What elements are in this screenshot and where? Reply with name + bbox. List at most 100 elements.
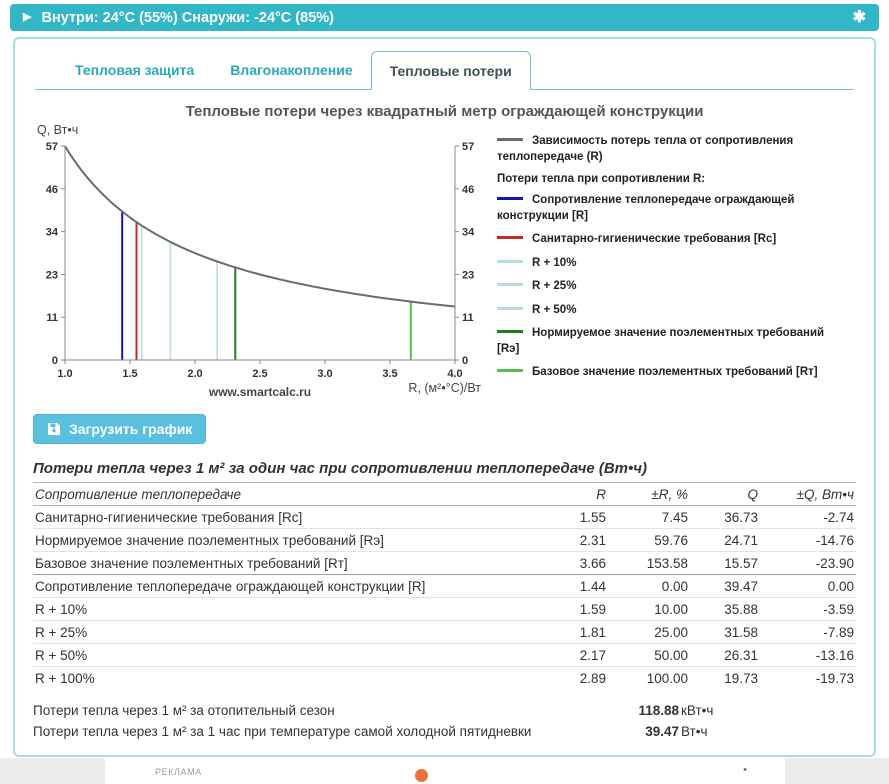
cell-dr: 100.00 (646, 670, 688, 686)
y-tick-label: 34 (46, 227, 59, 239)
cell-dq: 0.00 (827, 578, 854, 594)
y-tick-label-right: 46 (462, 184, 474, 196)
table-row: R + 50% 2.17 50.00 26.31 -13.16 (33, 644, 856, 667)
legend-item: Зависимость потерь тепла от сопротивлени… (497, 135, 794, 163)
download-chart-button[interactable]: Загрузить график (33, 414, 207, 444)
y-tick-label-right: 0 (462, 355, 468, 367)
table-header-row: Сопротивление теплопередаче R ±R, % Q ±Q… (33, 482, 856, 506)
cell-q: 35.88 (724, 601, 758, 617)
y-tick-label: 23 (46, 269, 58, 281)
expand-arrow-icon[interactable]: ▶ (23, 11, 32, 23)
cell-r: 2.17 (579, 647, 606, 663)
legend-item: R + 50% (497, 303, 835, 319)
cell-q: 19.73 (724, 670, 758, 686)
column-header-dr: ±R, % (608, 482, 690, 506)
tab-moisture-accumulation[interactable]: Влагонакопление (230, 62, 353, 78)
cell-q: 26.31 (724, 647, 758, 663)
x-tick-label: 1.0 (57, 368, 72, 380)
cell-dr: 0.00 (661, 578, 688, 594)
cell-r: 3.66 (579, 555, 606, 571)
cell-r: 1.55 (579, 509, 606, 525)
tab-thermal-protection[interactable]: Тепловая защита (75, 62, 195, 78)
tab-heat-loss[interactable]: Тепловые потери (370, 51, 531, 90)
ad-bar: РЕКЛАМА • (0, 758, 889, 784)
x-tick-label: 3.0 (317, 368, 332, 380)
cell-label: R + 10% (35, 601, 88, 617)
legend-line-swatch (497, 369, 523, 373)
watermark: www.smartcalc.ru (208, 385, 311, 399)
table-row: Нормируемое значение поэлементных требов… (33, 529, 856, 552)
table-row: R + 10% 1.59 10.00 35.88 -3.59 (33, 598, 856, 621)
table-row: Санитарно-гигиенические требования [Rc] 1… (33, 506, 856, 529)
summary-row: Потери тепла через 1 м² за 1 час при тем… (33, 721, 856, 742)
table-row: R + 100% 2.89 100.00 19.73 -19.73 (33, 667, 856, 690)
save-icon (48, 423, 60, 435)
legend-item: Сопротивление теплопередаче ограждающей … (497, 194, 795, 222)
cell-dr: 50.00 (654, 647, 688, 663)
cell-label: Нормируемое значение поэлементных требов… (35, 532, 384, 548)
legend-item: Базовое значение поэлементных требований… (497, 365, 835, 381)
column-header-resistance: Сопротивление теплопередаче (33, 482, 550, 506)
advertiser-logo-icon (415, 769, 428, 782)
x-tick-label: 4.0 (447, 368, 462, 380)
legend-item: R + 10% (497, 256, 835, 272)
table-row: Сопротивление теплопередаче ограждающей … (33, 575, 856, 598)
heat-loss-table: Сопротивление теплопередаче R ±R, % Q ±Q… (33, 482, 856, 689)
ad-label: РЕКЛАМА (155, 767, 202, 777)
snowflake-icon: ✱ (852, 8, 866, 26)
cell-r: 2.89 (579, 670, 606, 686)
cell-label: R + 25% (35, 624, 88, 640)
cell-r: 1.81 (579, 624, 606, 640)
heat-loss-curve (64, 145, 456, 308)
download-chart-label: Загрузить график (69, 421, 193, 437)
legend-line-swatch (497, 283, 523, 287)
legend-group-header: Потери тепла при сопротивлении R: (497, 173, 706, 186)
status-bar[interactable]: ▶ Внутри: 24°C (55%) Снаружи: -24°C (85%… (10, 4, 879, 31)
cell-dq: -7.89 (823, 624, 854, 640)
y-tick-label: 11 (46, 312, 58, 324)
heat-loss-chart: Q, Вт•ч 0 0 11 11 23 23 34 34 46 46 57 57 1.0 1.5 2.0 2.… (33, 120, 485, 412)
y-tick-label: 57 (46, 141, 58, 153)
cell-dq: -23.90 (815, 555, 854, 571)
legend-line-swatch (497, 330, 523, 334)
legend-line-swatch (497, 197, 523, 201)
cell-q: 24.71 (724, 532, 758, 548)
cell-dr: 7.45 (661, 509, 688, 525)
cell-label: Базовое значение поэлементных требований… (35, 555, 348, 571)
cell-q: 31.58 (724, 624, 758, 640)
cell-q: 15.57 (724, 555, 758, 571)
x-axis-label: R, (м²•°C)/Вт (408, 381, 481, 395)
cell-dq: -19.73 (815, 670, 854, 686)
ad-container[interactable]: РЕКЛАМА • (105, 758, 785, 784)
cell-dq: -14.76 (815, 532, 854, 548)
chart-legend: Зависимость потерь тепла от сопротивлени… (485, 120, 856, 412)
y-tick-label: 46 (46, 184, 58, 196)
legend-line-swatch (497, 259, 523, 263)
summary-unit: Вт•ч (681, 724, 708, 739)
cell-dq: -2.74 (823, 509, 854, 525)
legend-line-swatch (497, 306, 523, 310)
cell-q: 39.47 (724, 578, 758, 594)
chart-title: Тепловые потери через квадратный метр ог… (185, 103, 704, 120)
ad-options-icon[interactable]: • (743, 764, 747, 776)
y-tick-label: 0 (52, 355, 58, 367)
cell-dr: 25.00 (654, 624, 688, 640)
y-axis-label: Q, Вт•ч (37, 123, 78, 137)
cell-dq: -13.16 (815, 647, 854, 663)
cell-label: R + 100% (35, 670, 95, 686)
x-tick-label: 2.0 (187, 368, 202, 380)
summary-label: Потери тепла через 1 м² за 1 час при тем… (33, 724, 532, 739)
summary-value: 118.88 (638, 703, 679, 718)
cell-r: 1.59 (579, 601, 606, 617)
cell-r: 2.31 (579, 532, 606, 548)
column-header-q: Q (690, 482, 760, 506)
legend-item: Нормируемое значение поэлементных требов… (497, 327, 825, 355)
column-header-r: R (550, 482, 608, 506)
summary-unit: кВт•ч (681, 703, 714, 718)
summary-section: Потери тепла через 1 м² за отопительный … (33, 700, 856, 742)
cell-r: 1.44 (579, 578, 606, 594)
table-row: R + 25% 1.81 25.00 31.58 -7.89 (33, 621, 856, 644)
y-tick-label-right: 34 (462, 227, 475, 239)
y-tick-label-right: 11 (462, 312, 474, 324)
y-tick-label-right: 57 (462, 141, 474, 153)
